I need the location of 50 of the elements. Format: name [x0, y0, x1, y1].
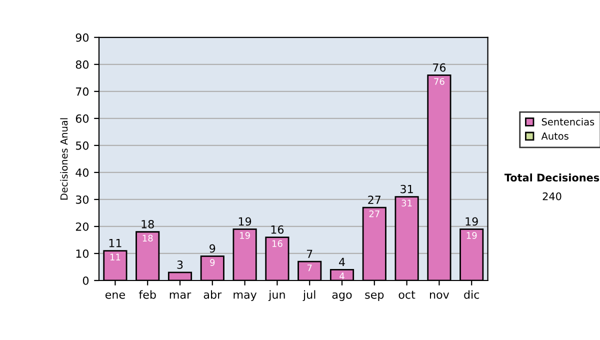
total-label: 4	[339, 258, 345, 266]
x-tick-label: ene	[105, 292, 125, 299]
y-tick-label: 90	[76, 33, 89, 42]
data-label: 31	[402, 200, 412, 206]
x-tick-label: abr	[204, 290, 222, 299]
total-label: 19	[238, 217, 252, 226]
data-label: 27	[369, 210, 380, 218]
total-label: 9	[210, 244, 216, 253]
text: 240	[542, 192, 562, 200]
x-tick-label: dic	[464, 290, 480, 299]
x-tick-label: nov	[430, 292, 450, 299]
legend-label: Autos	[541, 132, 568, 140]
data-label: 76	[434, 78, 444, 85]
y-tick-label: 10	[76, 249, 89, 258]
data-label: 19	[466, 232, 477, 239]
data-label: 19	[240, 232, 250, 239]
y-tick-label: 50	[76, 141, 89, 150]
x-tick-label: mar	[170, 292, 192, 299]
total-label: 3	[177, 260, 183, 269]
x-tick-label: sep	[365, 292, 384, 301]
data-label: 9	[210, 259, 215, 266]
y-tick-label: 20	[76, 222, 89, 231]
x-tick-label: ago	[332, 292, 352, 301]
data-label: 7	[307, 264, 312, 272]
total-label: 19	[466, 217, 478, 226]
total-label: 7	[306, 250, 312, 258]
total-label: 27	[368, 196, 381, 204]
x-tick-label: oct	[398, 290, 416, 299]
y-tick-label: 70	[76, 87, 89, 96]
data-label: 11	[110, 254, 120, 260]
y-tick-label: 40	[76, 168, 89, 177]
x-tick-label: jul	[302, 290, 316, 301]
y-tick-label: 60	[76, 114, 89, 123]
y-tick-label: 80	[76, 60, 89, 69]
x-tick-label: feb	[138, 290, 156, 299]
x-tick-label: may	[234, 292, 257, 301]
total-label: 18	[142, 220, 154, 228]
total-label: 31	[400, 184, 413, 194]
total-label: 16	[271, 225, 284, 234]
data-label: 16	[272, 240, 282, 247]
total-label: 11	[109, 239, 122, 248]
text: Total Decisiones	[504, 173, 600, 182]
data-label: 4	[340, 272, 344, 280]
x-tick-label: jun	[268, 290, 285, 301]
y-tick-label: 0	[82, 276, 89, 285]
legend-label: Sentencias	[542, 118, 594, 126]
data-label: 18	[142, 234, 153, 242]
total-label: 76	[433, 63, 446, 72]
y-axis-title: Decisiones Anual	[60, 118, 68, 200]
y-tick-label: 30	[76, 195, 89, 204]
